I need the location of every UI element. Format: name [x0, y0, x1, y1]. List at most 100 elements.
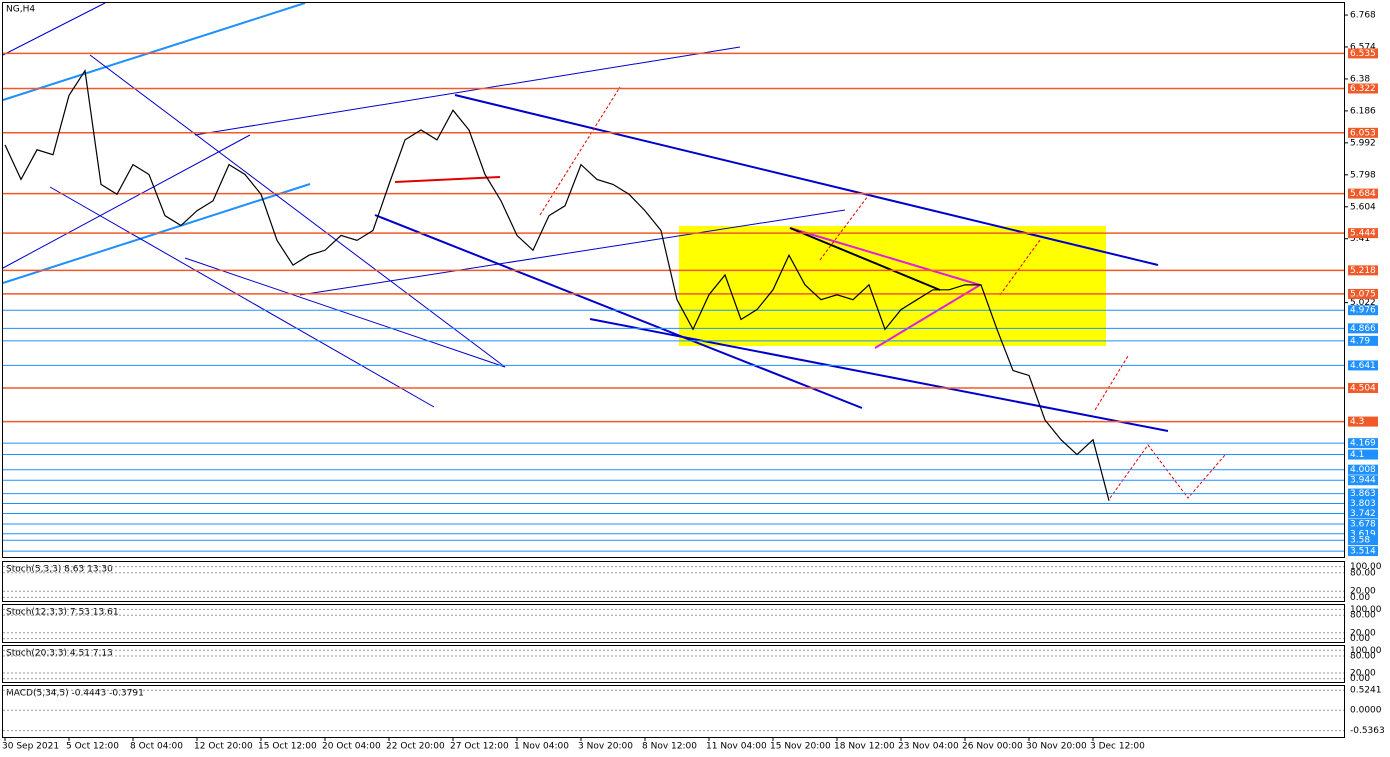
level-label: 3.944	[1350, 476, 1376, 486]
panel-tick-label: 20.00	[1350, 669, 1376, 679]
panel-tick-label: 0.00	[1350, 674, 1370, 684]
level-label: 3.803	[1350, 499, 1376, 509]
level-label: 4.169	[1350, 439, 1376, 449]
y-tick-label: 5.798	[1350, 170, 1376, 180]
panel-tick-label: 0.5241	[1350, 686, 1382, 696]
level-label: 4.866	[1350, 324, 1376, 334]
level-label: 6.535	[1350, 49, 1376, 59]
level-label-box	[1348, 127, 1378, 138]
panel-tick-label: 100.00	[1350, 646, 1382, 656]
level-label: 3.742	[1350, 509, 1376, 519]
panel-frame	[2, 685, 1345, 738]
panel-title: Stoch(12,3,3) 7.53 13.61	[6, 608, 119, 618]
level-label-box	[1348, 382, 1378, 393]
y-tick-label: 6.186	[1350, 106, 1376, 116]
pattern-line	[789, 227, 941, 291]
panel-title: MACD(5,34,5) -0.4443 -0.3791	[6, 689, 144, 699]
highlight-zone	[679, 226, 1106, 346]
trend-line	[299, 209, 846, 296]
level-label: 4.976	[1350, 306, 1376, 316]
x-tick-label: 15 Oct 12:00	[258, 742, 317, 752]
trend-line	[2, 134, 251, 269]
level-label-box	[1348, 323, 1378, 334]
level-label: 3.514	[1350, 547, 1376, 557]
level-label: 3.678	[1350, 520, 1376, 530]
level-label-box	[1348, 416, 1378, 427]
y-tick-label: 6.574	[1350, 42, 1376, 52]
pattern-line	[874, 284, 981, 349]
level-label-box	[1348, 438, 1378, 449]
panel-tick-label: 100.00	[1350, 562, 1382, 572]
x-tick-label: 15 Nov 20:00	[770, 742, 831, 752]
pattern-line	[789, 227, 981, 286]
y-tick-label: 6.768	[1350, 11, 1376, 21]
y-tick-label: 5.41	[1350, 234, 1370, 244]
trend-line	[89, 54, 506, 368]
trend-line	[49, 186, 435, 408]
x-tick-label: 3 Dec 12:00	[1090, 742, 1145, 752]
level-label: 6.322	[1350, 84, 1376, 94]
panel-frame	[2, 604, 1345, 643]
level-label-box	[1348, 48, 1378, 59]
projection	[999, 239, 1041, 296]
level-label-box	[1348, 519, 1378, 530]
panel-tick-label: 80.00	[1350, 568, 1376, 578]
level-label: 4.3	[1350, 417, 1364, 427]
trend-line	[374, 214, 863, 409]
level-label-box	[1348, 288, 1378, 299]
x-tick-label: 8 Oct 04:00	[130, 742, 183, 752]
x-tick-label: 30 Nov 20:00	[1026, 742, 1087, 752]
y-tick-label: 6.38	[1350, 74, 1370, 84]
level-label: 5.684	[1350, 189, 1376, 199]
panel-tick-label: 80.00	[1350, 651, 1376, 661]
x-tick-label: 12 Oct 20:00	[194, 742, 253, 752]
level-label-box	[1348, 449, 1378, 460]
trend-line	[2, 2, 306, 101]
projection	[819, 195, 869, 261]
x-tick-label: 8 Nov 12:00	[642, 742, 697, 752]
panel-tick-label: 100.00	[1350, 605, 1382, 615]
trend-line	[589, 318, 1169, 432]
panel-frame	[2, 561, 1345, 602]
level-label: 3.58	[1350, 536, 1370, 546]
x-tick-label: 11 Nov 04:00	[706, 742, 767, 752]
y-tick-label: 5.604	[1350, 202, 1376, 212]
level-label: 4.79	[1350, 336, 1370, 346]
level-label-box	[1348, 508, 1378, 519]
level-label-box	[1348, 475, 1378, 486]
trend-line	[184, 257, 506, 368]
trend-line	[2, 2, 106, 56]
level-label-box	[1348, 464, 1378, 475]
panel-frame	[2, 645, 1345, 683]
panel-tick-label: 0.00	[1350, 634, 1370, 644]
chart-title: NG,H4	[6, 5, 35, 15]
x-tick-label: 23 Nov 04:00	[898, 742, 959, 752]
level-label-box	[1348, 535, 1378, 546]
main-frame	[2, 2, 1345, 558]
level-label: 5.444	[1350, 229, 1376, 239]
panel-title: Stoch(20,3,3) 4.51 7.13	[6, 649, 113, 659]
level-label-box	[1348, 546, 1378, 557]
x-tick-label: 18 Nov 12:00	[834, 742, 895, 752]
level-label-box	[1348, 528, 1378, 539]
level-label: 3.619	[1350, 529, 1376, 539]
x-tick-label: 26 Nov 00:00	[962, 742, 1023, 752]
panel-tick-label: 80.00	[1350, 611, 1376, 621]
price-line	[4, 69, 1110, 501]
level-label: 4.1	[1350, 450, 1364, 460]
y-tick-label: 5.992	[1350, 138, 1376, 148]
level-label-box	[1348, 305, 1378, 316]
panel-tick-label: 20.00	[1350, 628, 1376, 638]
panel-tick-label: 20.00	[1350, 587, 1376, 597]
panel-tick-label: -0.5363	[1350, 726, 1385, 736]
level-label-box	[1348, 498, 1378, 509]
pattern-line	[394, 176, 501, 183]
level-label-box	[1348, 83, 1378, 94]
level-label-box	[1348, 228, 1378, 239]
level-label-box	[1348, 360, 1378, 371]
panel-title: Stoch(5,3,3) 8.63 13.30	[6, 565, 113, 575]
x-tick-label: 22 Oct 20:00	[386, 742, 445, 752]
trend-line	[454, 94, 1159, 266]
level-label: 3.863	[1350, 489, 1376, 499]
